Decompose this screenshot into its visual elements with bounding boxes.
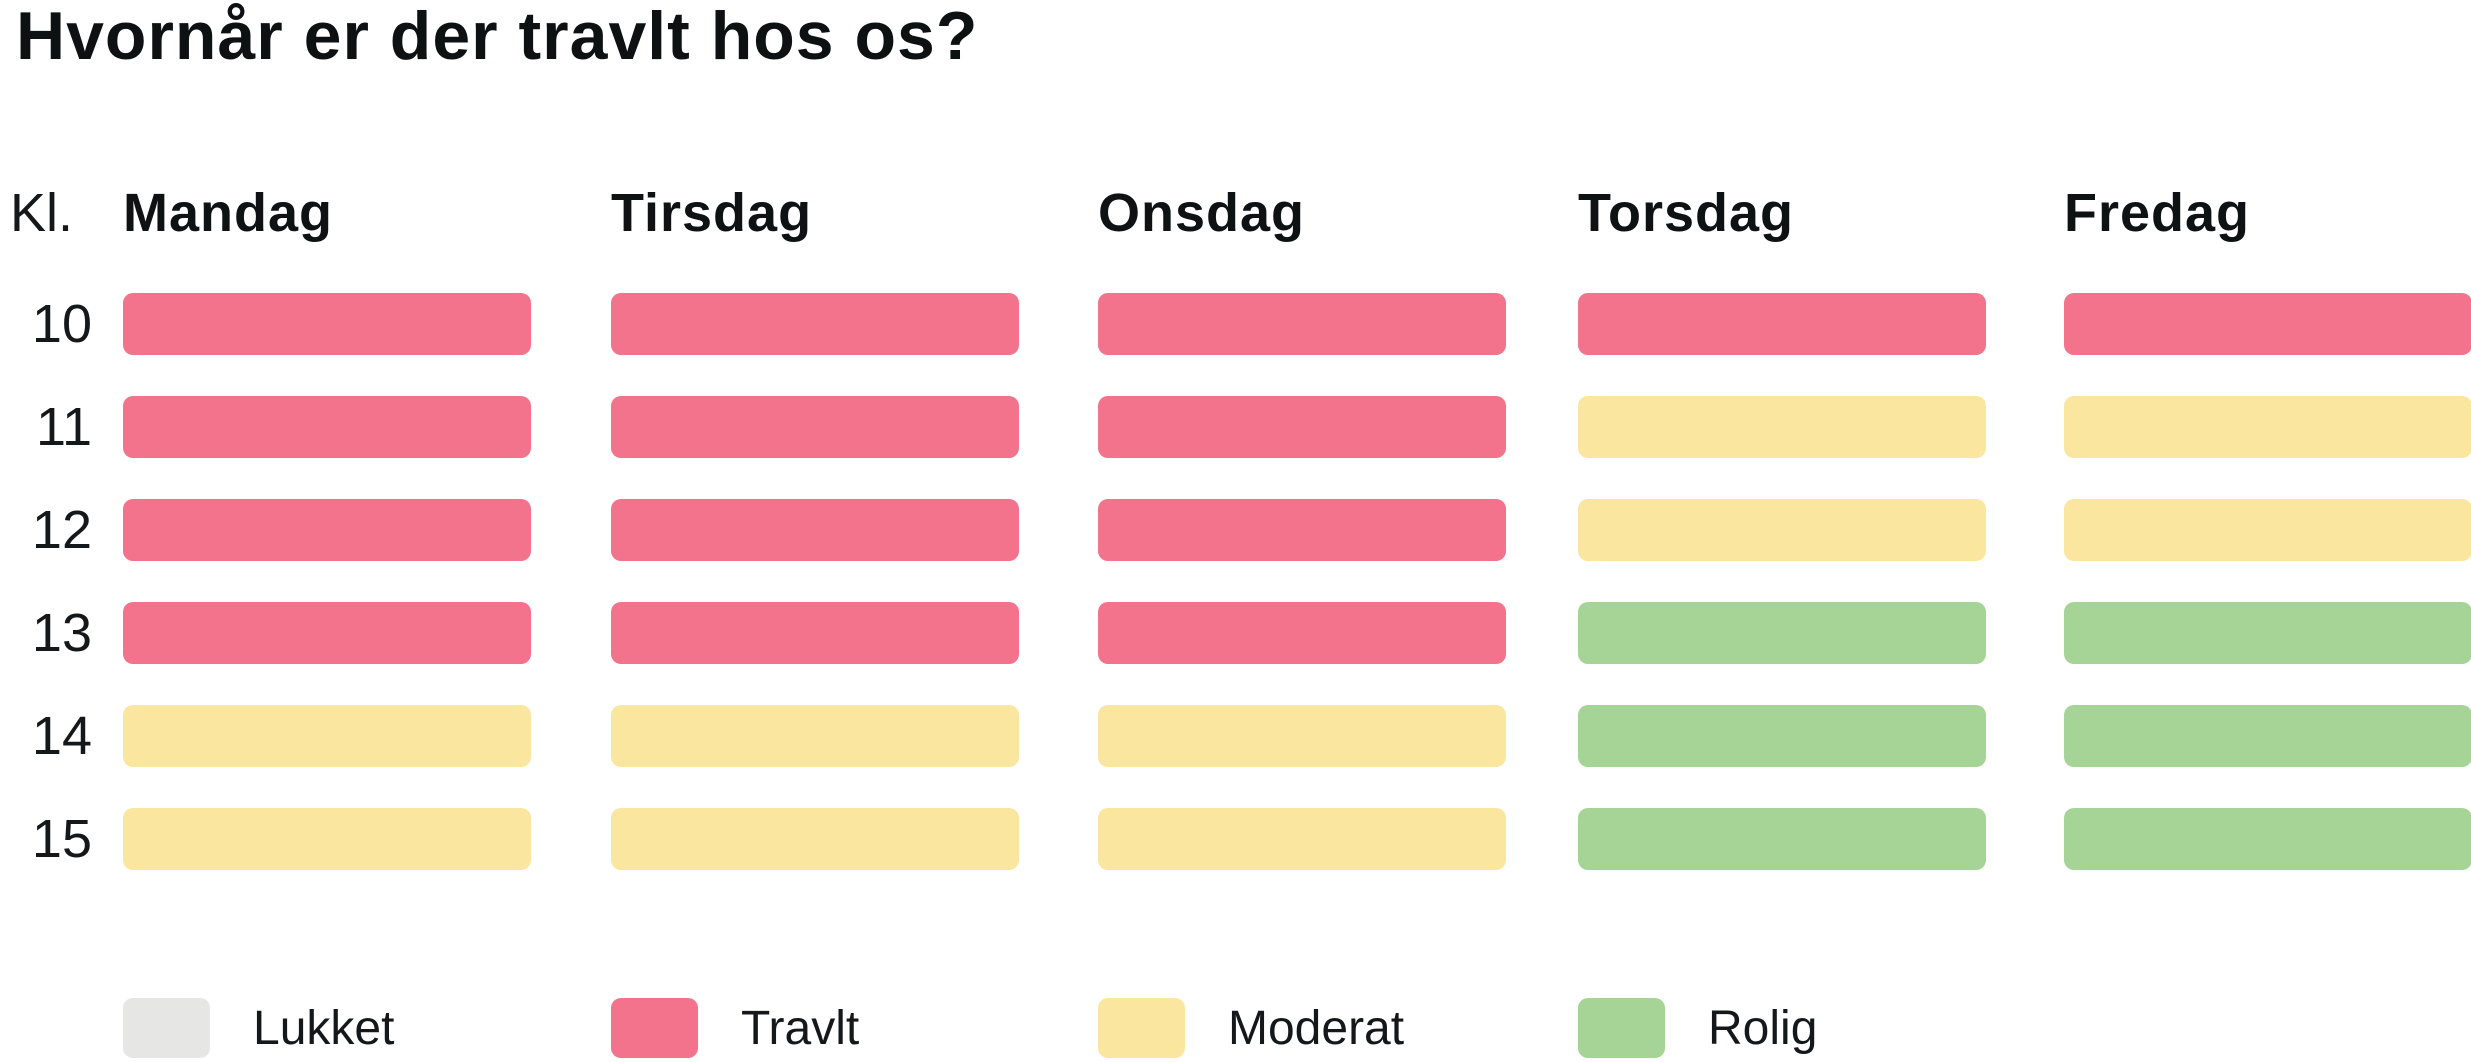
day-header-mandag: Mandag [123, 183, 334, 243]
legend-label-travlt: Travlt [741, 1001, 860, 1055]
hour-label-12: 12 [31, 500, 92, 560]
day-header-torsdag: Torsdag [1578, 183, 1795, 243]
cell-torsdag-10-travlt [1578, 293, 1986, 355]
cell-mandag-14-moderat [123, 705, 531, 767]
cell-fredag-11-moderat [2064, 396, 2471, 458]
cell-onsdag-13-travlt [1098, 602, 1506, 664]
cell-tirsdag-14-moderat [611, 705, 1019, 767]
cell-tirsdag-11-travlt [611, 396, 1019, 458]
cell-fredag-13-rolig [2064, 602, 2471, 664]
legend-label-lukket: Lukket [253, 1001, 395, 1055]
cell-torsdag-13-rolig [1578, 602, 1986, 664]
cell-mandag-15-moderat [123, 808, 531, 870]
legend-swatch-rolig [1578, 998, 1665, 1058]
cell-mandag-13-travlt [123, 602, 531, 664]
cell-mandag-11-travlt [123, 396, 531, 458]
cell-tirsdag-15-moderat [611, 808, 1019, 870]
cell-tirsdag-12-travlt [611, 499, 1019, 561]
cell-tirsdag-13-travlt [611, 602, 1019, 664]
cell-fredag-15-rolig [2064, 808, 2471, 870]
cell-fredag-12-moderat [2064, 499, 2471, 561]
day-header-tirsdag: Tirsdag [611, 183, 813, 243]
legend-swatch-travlt [611, 998, 698, 1058]
hour-label-10: 10 [31, 294, 92, 354]
day-header-onsdag: Onsdag [1098, 183, 1306, 243]
cell-torsdag-11-moderat [1578, 396, 1986, 458]
cell-tirsdag-10-travlt [611, 293, 1019, 355]
cell-onsdag-14-moderat [1098, 705, 1506, 767]
cell-fredag-14-rolig [2064, 705, 2471, 767]
cell-onsdag-11-travlt [1098, 396, 1506, 458]
cell-torsdag-15-rolig [1578, 808, 1986, 870]
cell-mandag-12-travlt [123, 499, 531, 561]
legend-swatch-moderat [1098, 998, 1185, 1058]
cell-torsdag-14-rolig [1578, 705, 1986, 767]
page-title: Hvornår er der travlt hos os? [16, 0, 979, 74]
cell-fredag-10-travlt [2064, 293, 2471, 355]
day-header-fredag: Fredag [2064, 183, 2251, 243]
cell-onsdag-12-travlt [1098, 499, 1506, 561]
hour-label-15: 15 [31, 809, 92, 869]
legend-label-moderat: Moderat [1228, 1001, 1405, 1055]
cell-mandag-10-travlt [123, 293, 531, 355]
cell-onsdag-15-moderat [1098, 808, 1506, 870]
hour-column-header: Kl. [10, 183, 74, 243]
legend-label-rolig: Rolig [1708, 1001, 1818, 1055]
hour-label-13: 13 [31, 603, 92, 663]
cell-onsdag-10-travlt [1098, 293, 1506, 355]
legend-swatch-lukket [123, 998, 210, 1058]
hour-label-14: 14 [31, 706, 92, 766]
cell-torsdag-12-moderat [1578, 499, 1986, 561]
hour-label-11: 11 [35, 397, 92, 457]
